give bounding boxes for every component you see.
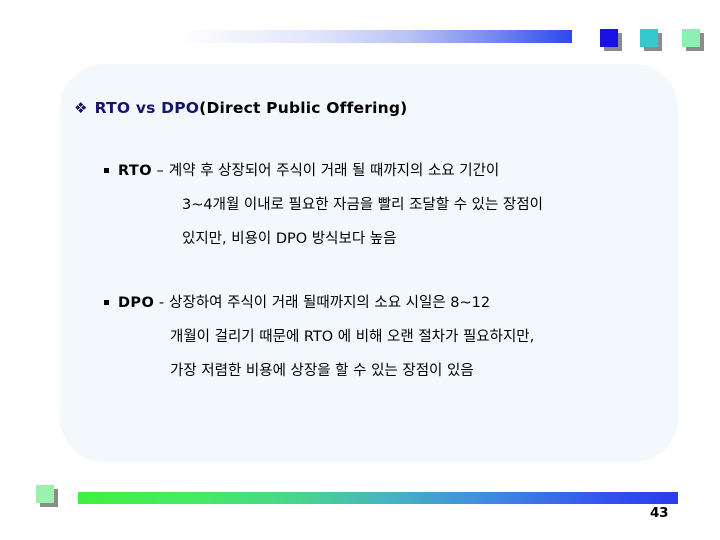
- top-gradient-bar: [180, 30, 572, 43]
- title-main-text: RTO vs DPO: [94, 99, 200, 117]
- green-square-face: [682, 29, 700, 47]
- teal-square-face: [640, 29, 658, 47]
- bullet-dpo-keyword: DPO: [118, 295, 155, 311]
- bullet-dpo-text-1: 상장하여 주식이 거래 될때까지의 소요 시일은 8~12: [169, 295, 491, 311]
- bottom-green-square-face: [36, 485, 54, 503]
- bullet-rto-separator: –: [156, 163, 165, 179]
- bullet-dpo-line-3: 가장 저렴한 비용에 상장을 할 수 있는 장점이 있음: [170, 363, 474, 379]
- square-bullet-icon: [104, 167, 109, 173]
- bullet-block-dpo: DPO - 상장하여 주식이 거래 될때까지의 소요 시일은 8~12 개월이 …: [104, 286, 534, 388]
- square-bullet-icon: [104, 299, 109, 305]
- page-number: 43: [650, 505, 669, 521]
- diamond-bullet-icon: ❖: [74, 99, 88, 117]
- content-panel: [60, 64, 678, 462]
- bullet-dpo-line-2: 개월이 걸리기 때문에 RTO 에 비해 오랜 절차가 필요하지만,: [170, 329, 535, 345]
- bullet-block-rto: RTO – 계약 후 상장되어 주식이 거래 될 때까지의 소요 기간이 3~4…: [104, 154, 543, 256]
- slide-title: ❖ RTO vs DPO(Direct Public Offering): [74, 99, 407, 117]
- bottom-green-square-decoration: [36, 485, 58, 507]
- bullet-rto-line-3: 있지만, 비용이 DPO 방식보다 높음: [182, 231, 397, 247]
- green-square-decoration: [682, 29, 704, 51]
- blue-square-face: [600, 29, 618, 47]
- bullet-rto-text-1: 계약 후 상장되어 주식이 거래 될 때까지의 소요 기간이: [168, 163, 500, 179]
- bullet-rto-line-2: 3~4개월 이내로 필요한 자금을 빨리 조달할 수 있는 장점이: [182, 197, 543, 213]
- blue-square-decoration: [600, 29, 622, 51]
- title-sub-text: (Direct Public Offering): [199, 99, 408, 117]
- bullet-rto-line-1: RTO – 계약 후 상장되어 주식이 거래 될 때까지의 소요 기간이: [104, 154, 543, 188]
- bullet-dpo-line-1: DPO - 상장하여 주식이 거래 될때까지의 소요 시일은 8~12: [104, 286, 534, 320]
- bottom-gradient-bar: [78, 492, 678, 504]
- bullet-rto-keyword: RTO: [118, 163, 152, 179]
- teal-square-decoration: [640, 29, 662, 51]
- bullet-dpo-separator: -: [158, 295, 165, 311]
